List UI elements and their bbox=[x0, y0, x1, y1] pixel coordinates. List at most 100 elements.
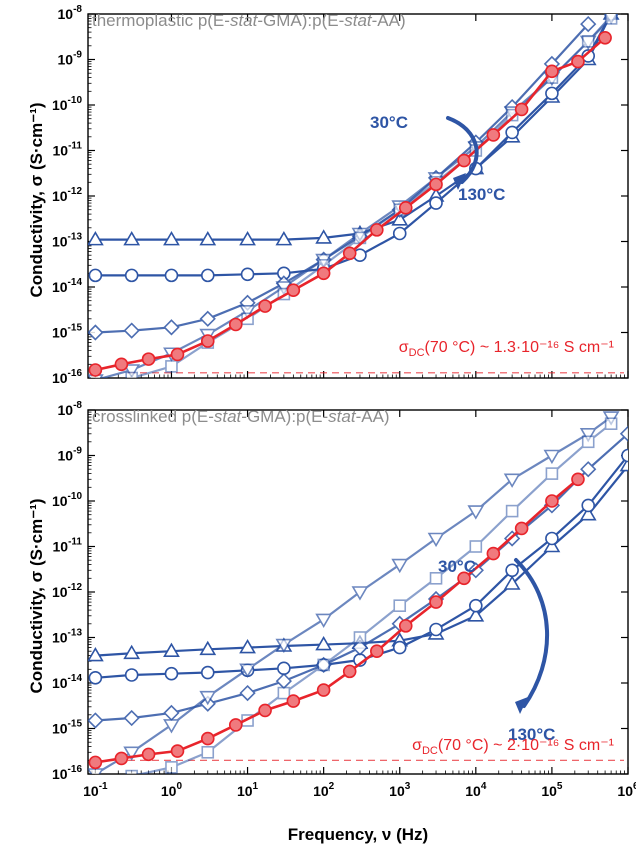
data-point bbox=[228, 317, 243, 332]
panel-title: thermoplastic p(E-stat-GMA):p(E-stat-AA) bbox=[92, 11, 406, 30]
data-point bbox=[277, 686, 291, 700]
series-triangle-down bbox=[88, 411, 620, 774]
data-point bbox=[277, 661, 291, 676]
data-point bbox=[486, 128, 501, 142]
y-tick-label: 10-10 bbox=[52, 95, 82, 113]
data-point bbox=[164, 268, 179, 283]
series-line bbox=[94, 22, 590, 334]
data-point bbox=[88, 324, 104, 341]
data-point bbox=[581, 35, 595, 48]
data-point bbox=[201, 745, 215, 759]
y-tick-label: 10-14 bbox=[52, 277, 82, 295]
data-point bbox=[239, 639, 256, 654]
arrow-head-icon bbox=[515, 697, 528, 714]
data-point bbox=[505, 563, 519, 578]
data-point bbox=[88, 755, 103, 770]
data-point bbox=[317, 658, 330, 672]
data-point bbox=[391, 211, 409, 226]
data-point bbox=[239, 231, 256, 246]
x-tick-label: 10-1 bbox=[83, 781, 108, 799]
x-tick-label: 102 bbox=[313, 781, 335, 799]
data-point bbox=[199, 231, 217, 246]
arrow-head-icon bbox=[453, 173, 466, 190]
data-point bbox=[239, 304, 256, 320]
data-point bbox=[316, 266, 331, 281]
data-point bbox=[114, 751, 129, 766]
data-point bbox=[315, 613, 333, 628]
series-line bbox=[94, 14, 613, 241]
data-point bbox=[469, 598, 483, 613]
data-point bbox=[315, 229, 333, 244]
data-point bbox=[427, 532, 445, 548]
plot-area bbox=[88, 14, 620, 378]
data-point bbox=[240, 267, 255, 282]
data-point bbox=[114, 357, 129, 372]
data-point bbox=[579, 506, 597, 521]
data-point bbox=[429, 177, 443, 192]
data-point bbox=[429, 196, 443, 210]
x-tick-label: 100 bbox=[161, 781, 183, 799]
temperature-label-hot: 130°C bbox=[458, 185, 505, 204]
series-triangle-up bbox=[88, 457, 628, 662]
y-axis-label-top: Conductivity, σ (S·cm⁻¹) bbox=[27, 102, 46, 297]
dc-conductivity-label: σDC(70 °C) ~ 2·10⁻¹⁶ S cm⁻¹ bbox=[412, 737, 614, 757]
data-point bbox=[165, 761, 178, 774]
data-point bbox=[123, 364, 141, 378]
data-point bbox=[239, 663, 256, 678]
data-point bbox=[351, 586, 369, 601]
data-point bbox=[545, 86, 559, 101]
data-point bbox=[469, 540, 483, 553]
data-point bbox=[165, 360, 178, 373]
y-tick-label: 10-13 bbox=[52, 232, 82, 250]
data-point bbox=[429, 622, 443, 637]
y-tick-label: 10-16 bbox=[52, 764, 82, 782]
data-point bbox=[505, 504, 519, 518]
data-point bbox=[88, 712, 104, 729]
data-point bbox=[392, 640, 407, 655]
temperature-arrow bbox=[514, 558, 549, 708]
data-point bbox=[88, 374, 104, 378]
data-point bbox=[621, 448, 628, 463]
data-point bbox=[200, 731, 215, 746]
panel-crosslinked: 10-8 10-9 10-10 10-11 10-12 10-13 10-14 10-15 10… bbox=[52, 400, 636, 799]
y-tick-label: 10-12 bbox=[52, 582, 82, 600]
data-point bbox=[581, 435, 595, 449]
data-point bbox=[457, 571, 471, 586]
data-point bbox=[503, 575, 521, 590]
data-point bbox=[393, 599, 407, 612]
y-tick-label: 10-9 bbox=[58, 50, 83, 68]
data-point bbox=[170, 347, 185, 362]
data-point bbox=[88, 231, 104, 246]
data-point bbox=[286, 283, 301, 298]
data-point bbox=[125, 371, 138, 378]
temperature-label-hot: 130°C bbox=[508, 725, 555, 744]
y-tick-label: 10-15 bbox=[52, 719, 82, 737]
data-point bbox=[351, 639, 369, 656]
data-point bbox=[123, 746, 141, 761]
data-point bbox=[123, 644, 141, 660]
data-point bbox=[353, 631, 367, 644]
data-point bbox=[514, 521, 529, 536]
series-circle bbox=[88, 448, 628, 685]
data-point bbox=[316, 683, 331, 697]
y-tick-label: 10-13 bbox=[52, 628, 82, 646]
data-point bbox=[342, 664, 357, 679]
data-point bbox=[486, 546, 501, 561]
data-point bbox=[200, 665, 215, 680]
panel-title: crosslinked p(E-stat-GMA):p(E-stat-AA) bbox=[92, 407, 390, 426]
data-point bbox=[342, 246, 357, 261]
series-square bbox=[125, 417, 618, 774]
data-point bbox=[200, 334, 215, 348]
series-triangle-up bbox=[88, 14, 620, 246]
data-point bbox=[88, 647, 104, 662]
data-point bbox=[275, 672, 292, 690]
data-point bbox=[88, 768, 104, 774]
data-point bbox=[580, 461, 597, 478]
data-point bbox=[123, 322, 140, 339]
y-tick-label: 10-12 bbox=[52, 186, 82, 204]
data-point bbox=[581, 498, 596, 513]
data-point bbox=[163, 231, 180, 246]
y-tick-label: 10-15 bbox=[52, 323, 82, 341]
series-diamond bbox=[88, 15, 597, 341]
